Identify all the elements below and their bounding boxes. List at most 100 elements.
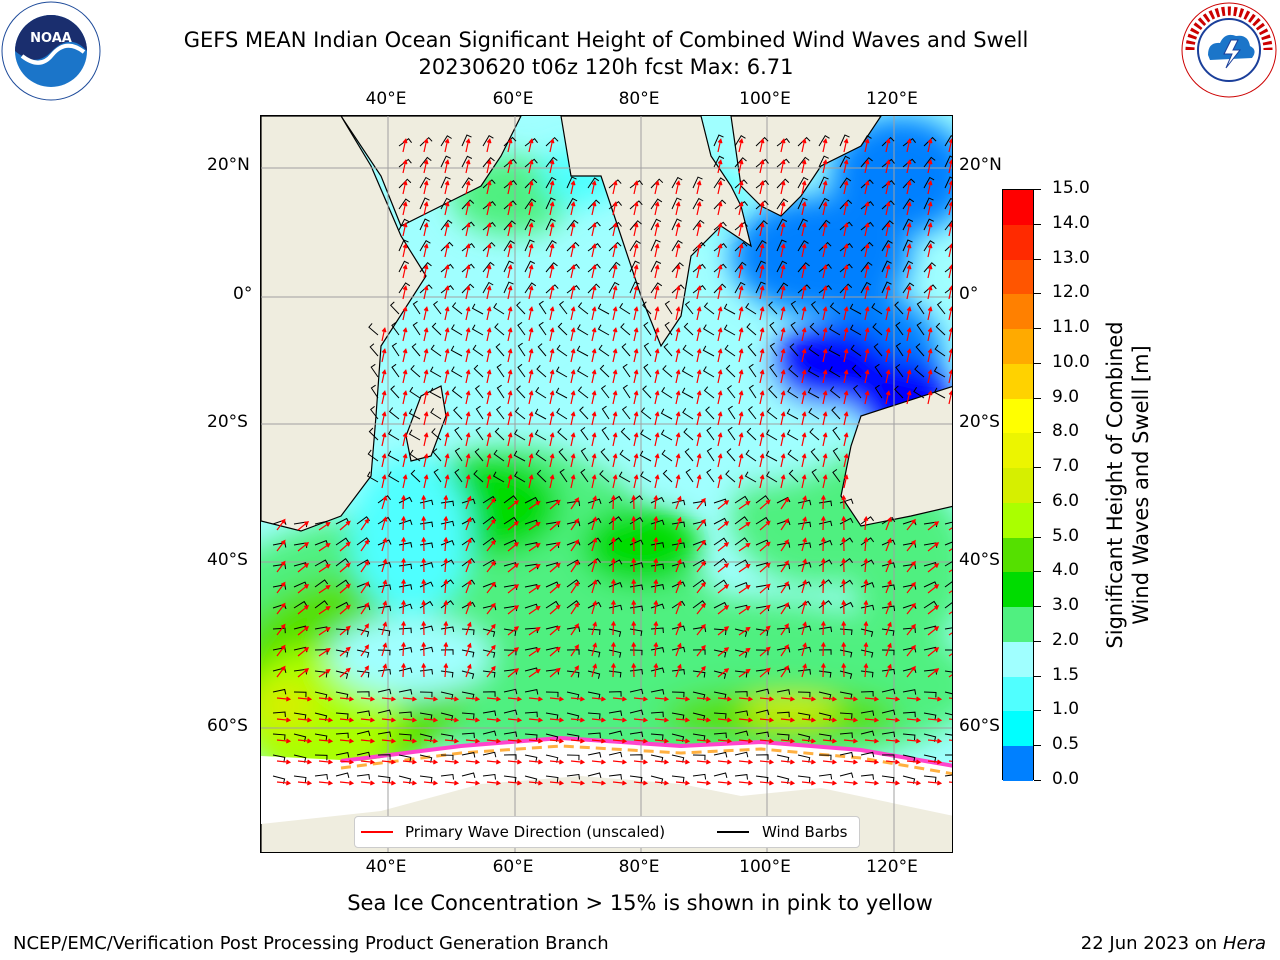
wave-arrow [841, 620, 847, 636]
wind-barb [755, 709, 770, 716]
wind-barb [713, 579, 728, 588]
wave-arrow [633, 759, 649, 765]
wave-arrow [885, 642, 892, 657]
wind-barb [545, 176, 557, 189]
wave-arrow [276, 539, 286, 552]
wind-barb [577, 386, 589, 399]
wind-barb [566, 176, 577, 189]
wave-arrow [653, 515, 659, 531]
wave-arrow [591, 780, 607, 786]
wind-barb [555, 387, 568, 399]
wave-arrow [948, 739, 952, 741]
wind-barb [566, 500, 581, 507]
wind-barb [587, 221, 601, 231]
wind-legend-label: Wind Barbs [762, 823, 848, 841]
wave-arrow [906, 180, 912, 195]
wind-barb [566, 691, 580, 700]
lon-tick-top-100e: 100°E [739, 89, 791, 109]
wind-barb [692, 176, 703, 189]
wind-barb [587, 557, 601, 567]
wind-barb [377, 688, 392, 695]
wave-arrow [570, 644, 580, 657]
wave-arrow [822, 285, 828, 300]
wind-barb [503, 754, 517, 760]
wind-barb [503, 775, 517, 783]
wind-barb [671, 240, 683, 252]
wave-arrow [654, 411, 660, 426]
wind-barb [387, 450, 400, 462]
wind-barb [902, 218, 914, 231]
wave-arrow [465, 600, 472, 615]
wind-barb [629, 281, 640, 294]
wave-arrow [633, 369, 639, 384]
wave-arrow [444, 222, 450, 237]
wind-barb [692, 733, 706, 741]
wave-arrow [360, 780, 376, 786]
wind-barb [440, 241, 454, 252]
wind-barb [608, 495, 623, 504]
wind-barb [944, 627, 952, 630]
wave-arrow [507, 584, 520, 594]
wave-arrow [423, 696, 439, 702]
wind-barb [524, 282, 537, 294]
wave-arrow [507, 243, 513, 258]
wave-arrow [297, 521, 310, 531]
sea-ice-note: Sea Ice Concentration > 15% is shown in … [347, 891, 933, 915]
wind-barb [902, 137, 916, 147]
wave-arrow [401, 599, 406, 615]
wind-barb [790, 300, 799, 315]
wind-barb [398, 218, 410, 231]
wind-barb [734, 628, 748, 637]
wind-barb [944, 774, 952, 777]
colorbar-tick-label: 7.0 [1052, 456, 1080, 477]
wind-barb [747, 343, 757, 357]
wave-arrow [465, 759, 481, 765]
wave-arrow [654, 717, 670, 723]
wind-barb [787, 387, 799, 399]
wave-arrow [822, 759, 838, 765]
wind-barb [524, 198, 537, 210]
wave-arrow [610, 620, 616, 636]
wind-barb [461, 732, 475, 739]
wave-arrow [696, 623, 706, 636]
wave-arrow [822, 453, 828, 468]
wind-barb [388, 407, 400, 420]
wave-arrow [633, 348, 639, 363]
wind-barb [377, 605, 392, 612]
wind-barb [482, 241, 496, 252]
wave-arrow [927, 605, 940, 615]
wind-barb [608, 179, 622, 189]
wave-arrow [549, 667, 561, 678]
wind-barb [902, 282, 915, 294]
wind-barb [944, 670, 952, 673]
wave-arrow [591, 348, 597, 363]
wave-arrow [402, 759, 418, 765]
wind-barb [461, 134, 472, 147]
wave-arrow [738, 327, 744, 342]
wind-barb [514, 407, 526, 420]
wave-arrow [927, 327, 933, 342]
wave-arrow [863, 641, 869, 657]
wind-barb [272, 711, 286, 718]
wave-arrow [738, 717, 754, 723]
wave-arrow [360, 602, 370, 615]
wind-barb [419, 712, 433, 720]
wave-direction-arrows [276, 138, 952, 786]
wave-arrow [906, 780, 922, 786]
wave-arrow [948, 180, 952, 195]
wave-arrow [402, 201, 408, 216]
wind-barb [440, 135, 452, 147]
wind-barb [671, 284, 685, 294]
wind-barb [580, 426, 589, 441]
wave-arrow [738, 738, 754, 744]
wind-barb [411, 343, 421, 357]
wave-arrow [486, 665, 496, 678]
wave-arrow [507, 264, 513, 279]
wind-barb [893, 385, 904, 399]
wave-arrow [528, 521, 541, 531]
wind-barb [475, 426, 484, 441]
wind-barb [786, 408, 799, 420]
wave-arrow [675, 201, 681, 216]
wind-barb [809, 322, 820, 336]
wind-barb [409, 386, 421, 399]
